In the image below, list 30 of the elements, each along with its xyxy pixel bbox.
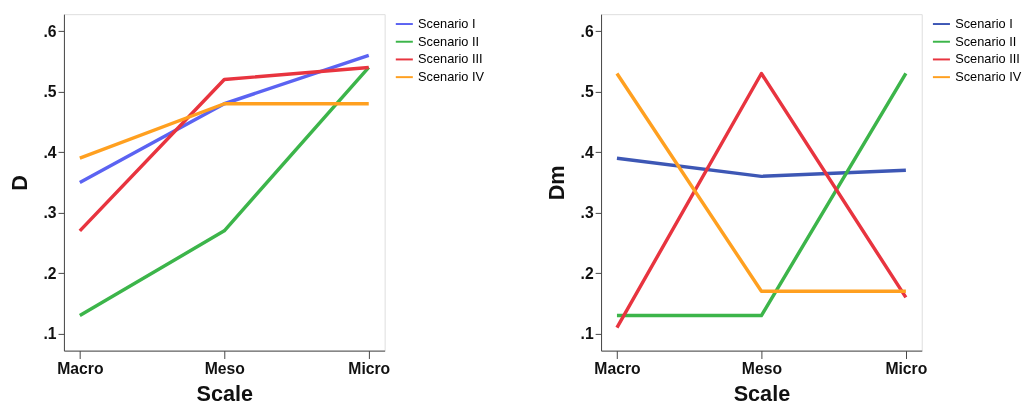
x-tick-label: Micro xyxy=(885,359,928,377)
x-tick-label: Meso xyxy=(741,359,782,377)
legend-label: Scenario I xyxy=(955,15,1013,31)
y-tick-label: .6 xyxy=(580,22,594,40)
x-axis-title: Scale xyxy=(733,381,791,407)
y-tick-label: .5 xyxy=(580,83,594,101)
legend-label: Scenario III xyxy=(418,51,483,67)
legend-label: Scenario II xyxy=(418,33,480,49)
y-tick-label: .6 xyxy=(43,22,57,40)
x-tick-label: Macro xyxy=(594,359,641,377)
y-tick-label: .4 xyxy=(580,143,594,161)
y-tick-label: .3 xyxy=(580,204,594,222)
y-tick-label: .5 xyxy=(43,83,57,101)
y-tick-label: .3 xyxy=(43,204,57,222)
y-tick-label: .4 xyxy=(43,143,57,161)
x-tick-label: Meso xyxy=(204,359,245,377)
x-tick-label: Macro xyxy=(57,359,104,377)
y-tick-label: .1 xyxy=(580,325,594,343)
y-tick-label: .1 xyxy=(43,325,57,343)
y-axis-title: D xyxy=(6,175,32,191)
legend-label: Scenario III xyxy=(955,51,1020,67)
legend-label: Scenario I xyxy=(418,15,476,31)
y-axis-title: Dm xyxy=(543,165,569,201)
legend-label: Scenario IV xyxy=(955,69,1022,85)
y-tick-label: .2 xyxy=(580,264,594,282)
legend-label: Scenario II xyxy=(955,33,1017,49)
x-tick-label: Micro xyxy=(348,359,391,377)
x-axis-title: Scale xyxy=(196,381,254,407)
legend-label: Scenario IV xyxy=(418,69,485,85)
y-tick-label: .2 xyxy=(43,264,57,282)
